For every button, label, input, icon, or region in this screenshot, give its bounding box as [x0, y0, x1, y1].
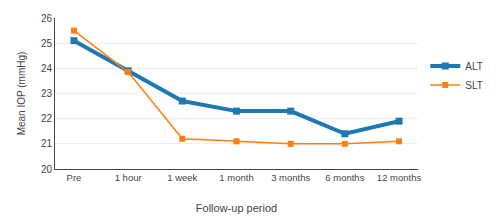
svg-text:20: 20	[41, 164, 53, 175]
svg-text:SLT: SLT	[465, 80, 483, 91]
svg-text:3 months: 3 months	[271, 172, 310, 183]
svg-text:6 months: 6 months	[325, 172, 364, 183]
svg-text:24: 24	[41, 63, 53, 74]
svg-text:Follow-up period: Follow-up period	[196, 202, 277, 214]
svg-text:1 month: 1 month	[219, 172, 253, 183]
svg-text:25: 25	[41, 38, 53, 49]
svg-text:21: 21	[41, 138, 53, 149]
svg-text:22: 22	[41, 113, 53, 124]
svg-text:23: 23	[41, 88, 53, 99]
svg-text:1 hour: 1 hour	[115, 172, 142, 183]
svg-text:Mean IOP (mmHg): Mean IOP (mmHg)	[16, 52, 27, 136]
svg-text:26: 26	[41, 13, 53, 24]
svg-text:Pre: Pre	[67, 172, 82, 183]
svg-text:ALT: ALT	[465, 61, 483, 72]
svg-text:1 week: 1 week	[167, 172, 197, 183]
svg-text:12 months: 12 months	[377, 172, 422, 183]
